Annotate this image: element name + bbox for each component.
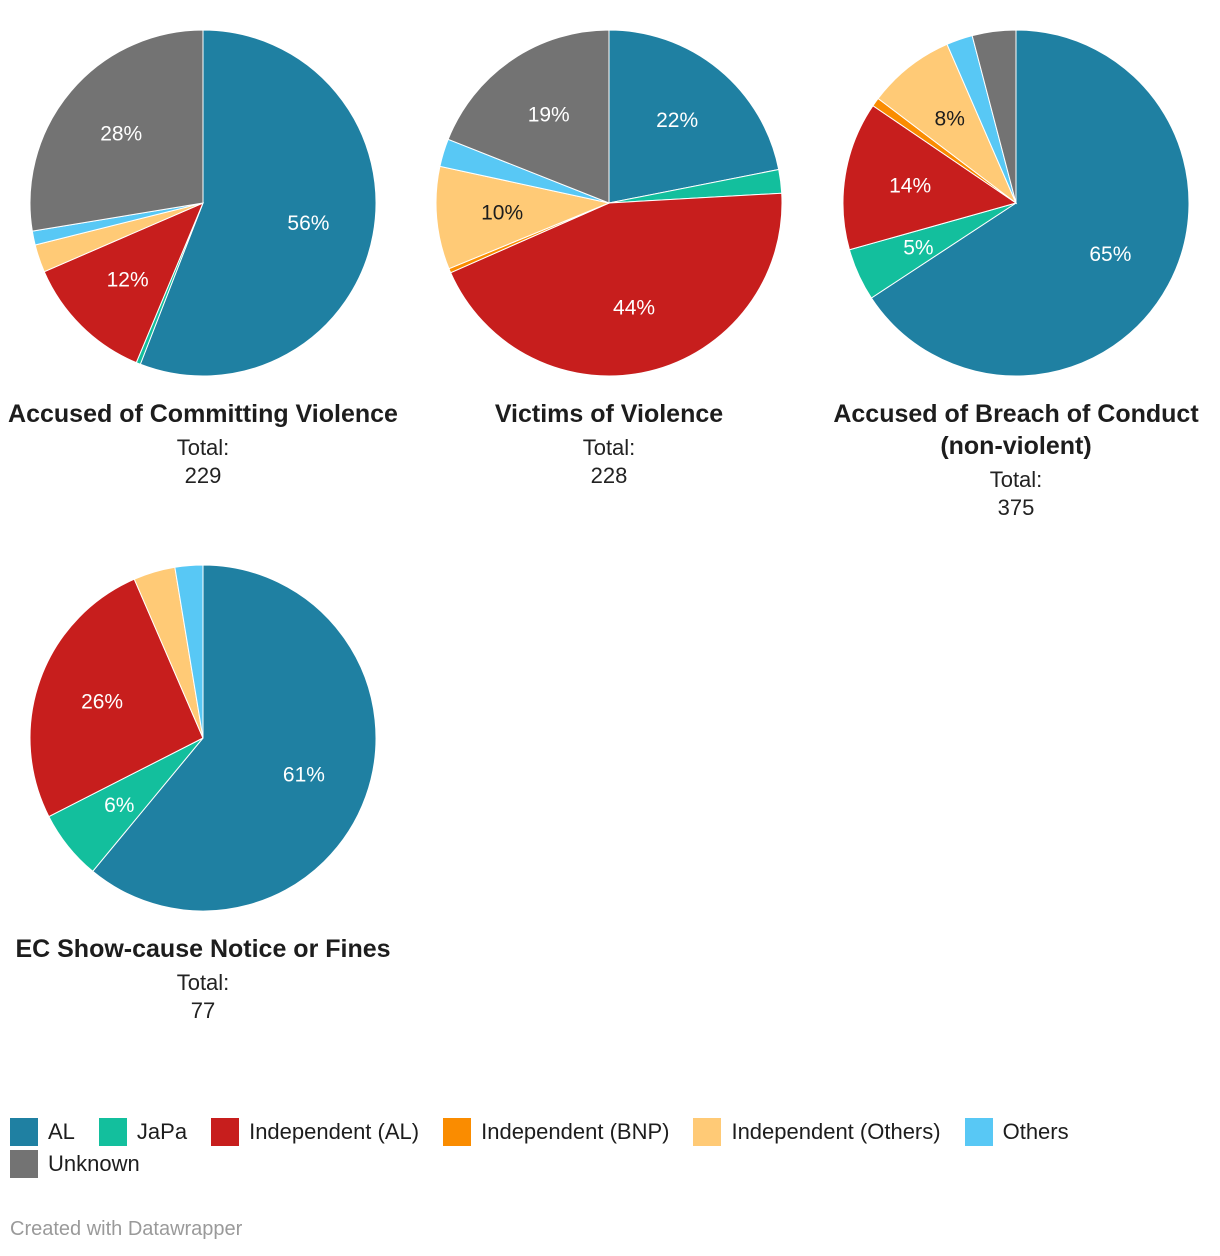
slice-label: 14%: [889, 175, 931, 198]
pie-slice-independent-al: [450, 192, 783, 377]
legend-label: Independent (Others): [731, 1119, 941, 1144]
pie-chart-victims: 22% 44% 10% 19% Victims of Violence Total: …: [409, 28, 809, 490]
total-value: 229: [184, 463, 222, 488]
slice-label: 22%: [656, 109, 698, 132]
pie-slice-independent-al: [842, 105, 1018, 251]
slice-label: 8%: [935, 108, 965, 131]
pie-slice-al: [870, 29, 1190, 377]
slice-label: 19%: [528, 103, 570, 126]
total-value: 228: [590, 463, 628, 488]
pie-slice-al: [92, 564, 377, 912]
pie-slice-independent-al: [43, 202, 204, 364]
slice-label: 5%: [903, 236, 933, 259]
slice-label: 10%: [481, 201, 523, 224]
pie-slice-unknown: [447, 29, 610, 204]
slice-label: 56%: [287, 212, 329, 235]
legend-label: Independent (AL): [249, 1119, 420, 1144]
slice-label: 65%: [1089, 243, 1131, 266]
legend-label: Others: [1002, 1119, 1069, 1144]
pie-chart-breach-conduct: 65% 5% 14% 8% Accused of Breach of Conduct …: [816, 28, 1216, 522]
total-label: Total:: [176, 435, 230, 460]
slice-label: 44%: [613, 296, 655, 319]
legend-swatch: [211, 1118, 240, 1146]
pie-chart-ec-notice: 61% 6% 26% EC Show-cause Notice or Fines T…: [3, 563, 403, 1025]
total-value: 77: [190, 998, 216, 1023]
legend-swatch: [98, 1118, 127, 1146]
legend-swatch: [693, 1118, 722, 1146]
chart-title: Accused of Committing Violence: [8, 400, 398, 428]
pie-breach-conduct: 65% 5% 14% 8%: [842, 29, 1190, 377]
pie-slice-al: [608, 29, 780, 204]
legend-item: Others: [964, 1118, 1069, 1146]
pie-slice-others: [174, 564, 204, 739]
legend-swatch: [443, 1118, 472, 1146]
legend-item: JaPa: [98, 1118, 188, 1146]
legend-item: Unknown: [10, 1150, 140, 1178]
pie-slice-independent-others: [877, 43, 1018, 205]
total-label: Total:: [582, 435, 636, 460]
legend-label: AL: [48, 1119, 75, 1144]
pie-chart-accused-violence: 56% 12% 28% Accused of Committing Violence…: [3, 28, 403, 490]
total-label: Total:: [176, 970, 230, 995]
chart-title: Accused of Breach of Conduct (non-violen…: [833, 400, 1199, 460]
pie-slice-independent-others: [435, 165, 611, 270]
chart-title: Victims of Violence: [494, 400, 724, 428]
total-label: Total:: [989, 467, 1043, 492]
legend-item: Independent (AL): [211, 1118, 419, 1146]
slice-label: 61%: [283, 763, 325, 786]
slice-label: 26%: [81, 691, 123, 714]
legend-swatch: [10, 1118, 38, 1146]
legend: AL JaPa Independent (AL) Independent (BNP) I…: [10, 1118, 1210, 1178]
pie-ec-notice: 61% 6% 26%: [29, 564, 377, 912]
legend-item: AL: [10, 1118, 75, 1146]
pie-accused-violence: 56% 12% 28%: [29, 29, 377, 377]
legend-item: Independent (Others): [693, 1118, 941, 1146]
total-value: 375: [997, 495, 1035, 520]
legend-label: Unknown: [48, 1151, 140, 1176]
chart-title: EC Show-cause Notice or Fines: [15, 935, 391, 963]
legend-swatch: [10, 1150, 38, 1178]
legend-label: JaPa: [136, 1119, 188, 1144]
pie-slice-unknown: [971, 29, 1017, 204]
slice-label: 6%: [104, 794, 134, 817]
footer-credit: Created with Datawrapper: [10, 1218, 243, 1240]
legend-item: Independent (BNP): [443, 1118, 669, 1146]
pie-slice-unknown: [29, 29, 204, 232]
pie-slice-al: [139, 29, 377, 377]
legend-label: Independent (BNP): [481, 1119, 670, 1144]
slice-label: 28%: [100, 123, 142, 146]
legend-swatch: [964, 1118, 993, 1146]
pie-victims: 22% 44% 10% 19%: [435, 29, 783, 377]
slice-label: 12%: [107, 268, 149, 291]
